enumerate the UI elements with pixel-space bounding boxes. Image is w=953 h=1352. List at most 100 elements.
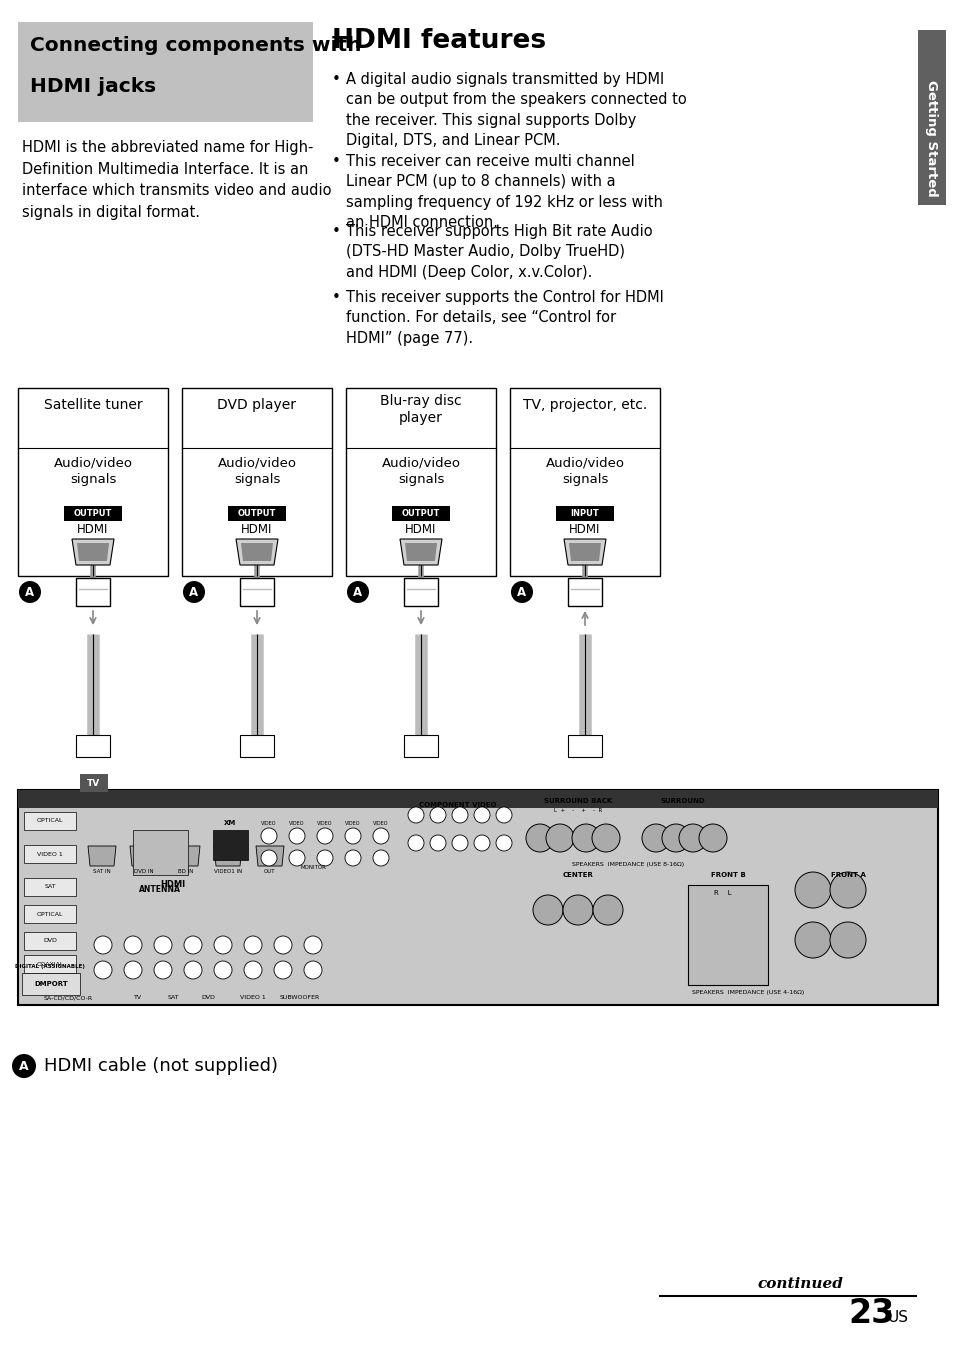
Text: OUT: OUT [264,869,275,873]
Circle shape [511,581,533,603]
Text: Audio/video
signals: Audio/video signals [53,456,132,485]
Text: US: US [887,1310,908,1325]
Circle shape [316,850,333,867]
Text: DIGITAL (ASSIGNABLE): DIGITAL (ASSIGNABLE) [15,964,85,969]
Text: A: A [19,1060,29,1072]
Text: •: • [332,289,340,306]
Text: A digital audio signals transmitted by HDMI
can be output from the speakers conn: A digital audio signals transmitted by H… [346,72,686,149]
Text: Getting Started: Getting Started [924,80,938,197]
Text: CENTER: CENTER [562,872,593,877]
Circle shape [474,807,490,823]
Text: DVD: DVD [201,995,214,1000]
Circle shape [593,895,622,925]
Bar [346,388,496,576]
Circle shape [124,961,142,979]
Text: SA-CD/CD/CO-R: SA-CD/CD/CO-R [44,995,92,1000]
Circle shape [496,807,512,823]
Text: VIDEO: VIDEO [373,821,388,826]
Bar [18,388,168,576]
Bar [240,735,274,757]
Text: A: A [353,585,362,599]
Circle shape [699,823,726,852]
Circle shape [244,961,262,979]
Bar [18,790,937,808]
Circle shape [452,807,468,823]
Circle shape [183,581,205,603]
Circle shape [19,581,41,603]
Text: SAT: SAT [167,995,178,1000]
Bar [213,830,248,860]
Text: OUTPUT: OUTPUT [401,508,439,518]
Text: A: A [26,585,34,599]
Circle shape [661,823,689,852]
Bar [24,813,76,830]
Bar [24,904,76,923]
Circle shape [347,581,369,603]
Text: •: • [332,154,340,169]
Polygon shape [399,539,441,565]
Text: DVD player: DVD player [217,397,296,412]
Polygon shape [77,544,109,561]
Text: COMPONENT VIDEO: COMPONENT VIDEO [418,802,497,808]
Bar [76,579,110,606]
Circle shape [829,922,865,959]
Text: VIDEO 1: VIDEO 1 [37,852,63,857]
Text: TV: TV [88,779,100,787]
Circle shape [373,850,389,867]
Polygon shape [255,846,284,867]
Text: FRONT B: FRONT B [710,872,744,877]
Polygon shape [172,846,200,867]
Circle shape [184,961,202,979]
Bar [24,845,76,863]
Circle shape [408,836,423,850]
Text: VIDEO: VIDEO [345,821,360,826]
Polygon shape [405,544,436,561]
Text: BD IN: BD IN [178,869,193,873]
Bar [24,955,76,973]
Text: SPEAKERS  IMPEDANCE (USE 4-16Ω): SPEAKERS IMPEDANCE (USE 4-16Ω) [691,990,803,995]
Circle shape [244,936,262,955]
Text: VIDEO1 IN: VIDEO1 IN [213,869,242,873]
Circle shape [533,895,562,925]
Bar [22,973,80,995]
Text: 23: 23 [847,1297,893,1330]
Text: Satellite tuner: Satellite tuner [44,397,142,412]
Circle shape [12,1055,36,1078]
Bar [567,735,601,757]
Text: VIDEO: VIDEO [317,821,333,826]
Text: DMPORT: DMPORT [34,982,68,987]
Circle shape [430,836,446,850]
Text: Blu-ray disc
player: Blu-ray disc player [380,393,461,426]
Text: HDMI: HDMI [569,523,600,535]
Text: VIDEO: VIDEO [289,821,304,826]
Text: continued: continued [757,1278,842,1291]
Text: SURROUND: SURROUND [660,798,704,804]
Text: OPTICAL: OPTICAL [37,818,63,823]
Text: HDMI: HDMI [241,523,273,535]
Circle shape [274,936,292,955]
Circle shape [474,836,490,850]
Text: •: • [332,224,340,239]
Text: This receiver can receive multi channel
Linear PCM (up to 8 channels) with a
sam: This receiver can receive multi channel … [346,154,662,230]
Text: SPEAKERS  IMPEDANCE (USE 8-16Ω): SPEAKERS IMPEDANCE (USE 8-16Ω) [572,863,683,867]
Circle shape [496,836,512,850]
Text: TV, projector, etc.: TV, projector, etc. [522,397,646,412]
Bar [18,790,937,1005]
Circle shape [572,823,599,852]
Circle shape [408,807,423,823]
Circle shape [304,936,322,955]
Circle shape [829,872,865,909]
Text: HDMI jacks: HDMI jacks [30,77,156,96]
Text: HDMI: HDMI [160,880,186,890]
Text: OPTICAL: OPTICAL [37,911,63,917]
Bar [917,30,945,206]
Bar [64,506,122,521]
Bar [392,506,450,521]
Text: L  +    -    +    -  R: L + - + - R [554,808,601,813]
Bar [24,932,76,950]
Text: Audio/video
signals: Audio/video signals [381,456,460,485]
Text: SURROUND BACK: SURROUND BACK [543,798,612,804]
Circle shape [592,823,619,852]
Polygon shape [568,544,600,561]
Text: Audio/video
signals: Audio/video signals [545,456,624,485]
